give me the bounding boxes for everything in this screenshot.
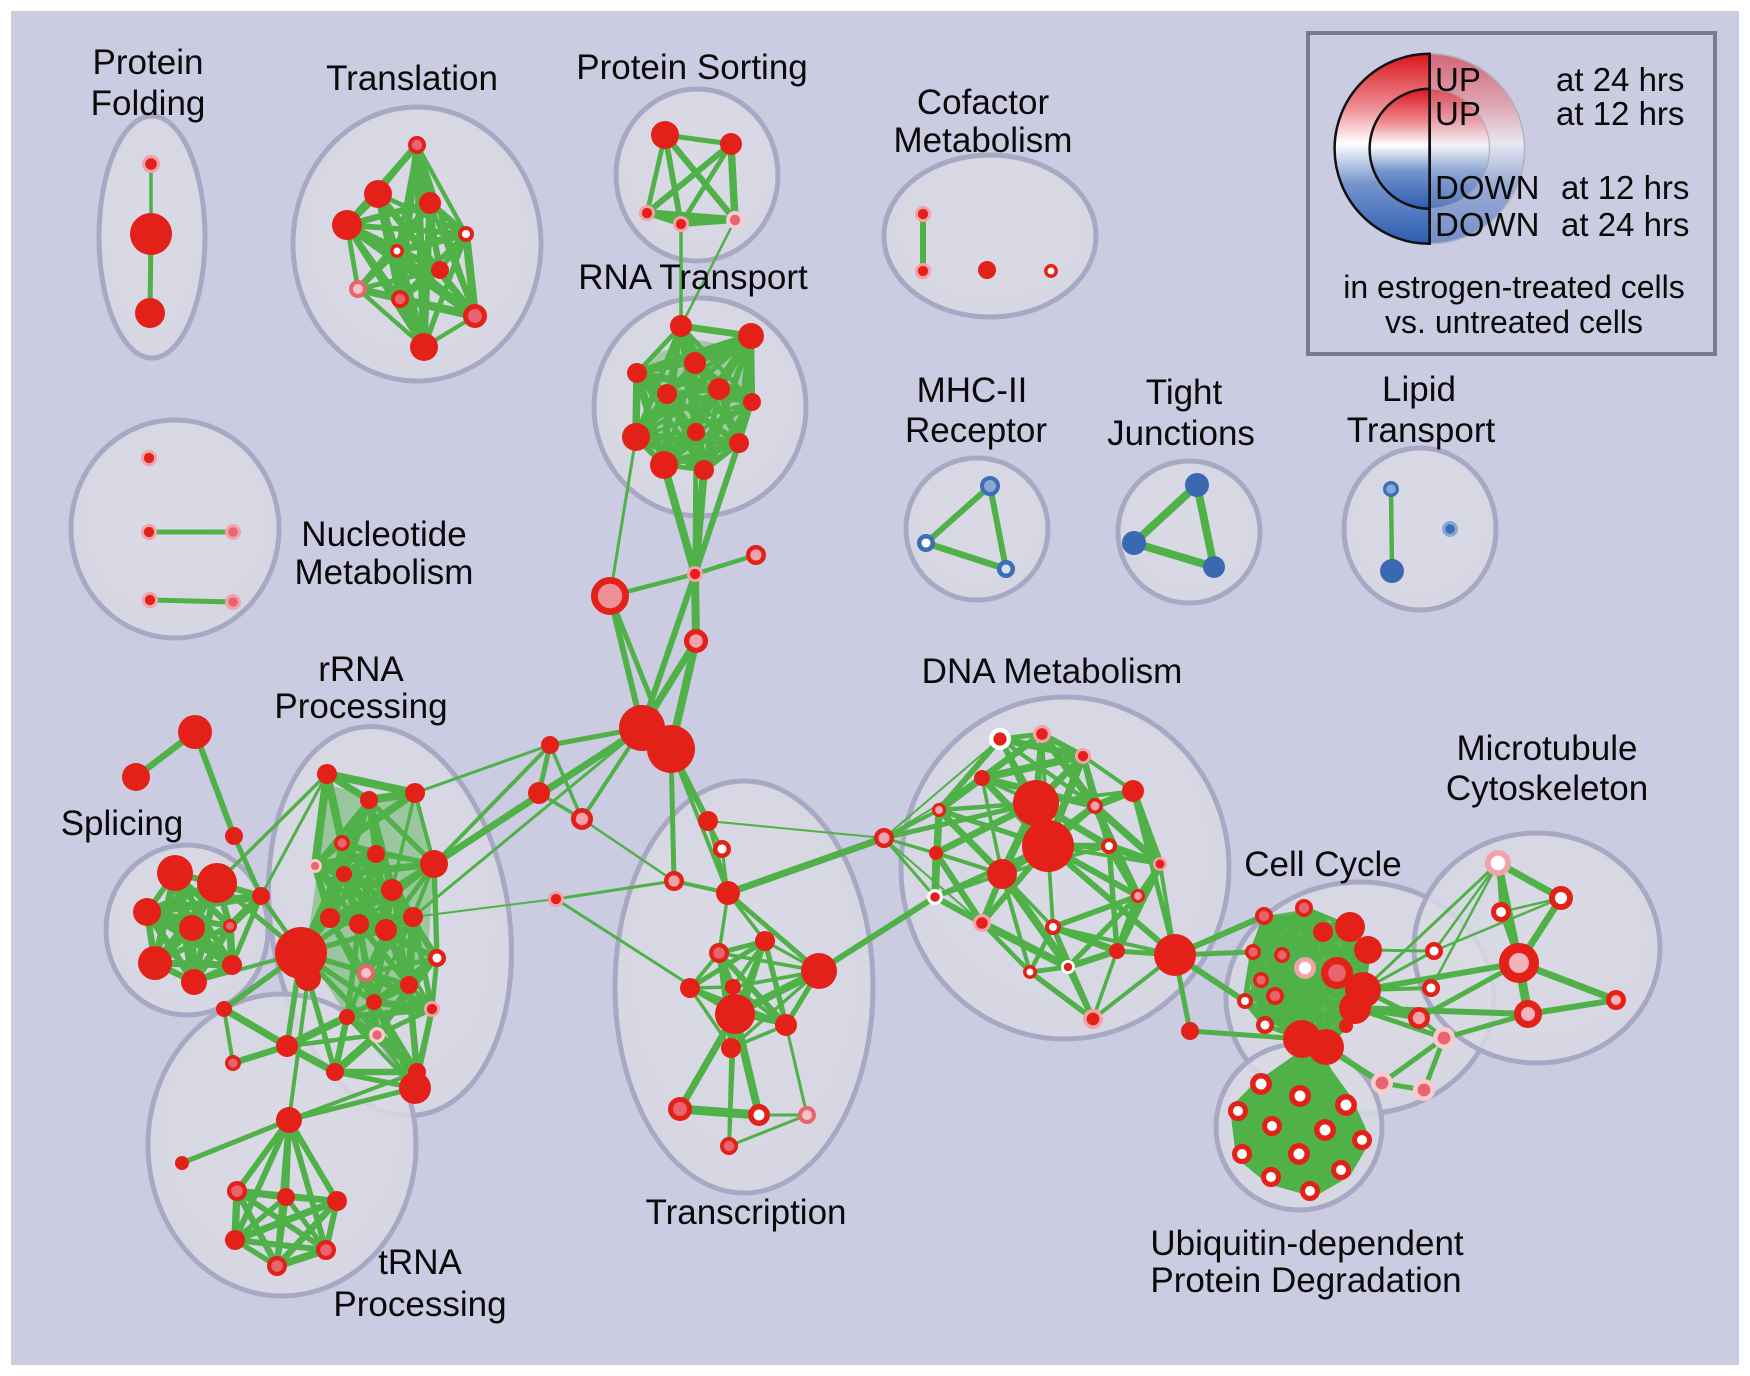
svg-text:Junctions: Junctions — [1107, 414, 1255, 453]
svg-text:Metabolism: Metabolism — [894, 121, 1073, 160]
svg-text:Microtubule: Microtubule — [1457, 729, 1638, 768]
svg-text:RNA Transport: RNA Transport — [578, 258, 808, 297]
svg-text:Cytoskeleton: Cytoskeleton — [1446, 769, 1648, 808]
svg-text:vs. untreated cells: vs. untreated cells — [1385, 304, 1643, 340]
svg-text:Lipid: Lipid — [1382, 370, 1456, 409]
svg-text:Nucleotide: Nucleotide — [301, 515, 466, 554]
svg-text:Receptor: Receptor — [905, 411, 1047, 450]
svg-text:DOWN: DOWN — [1435, 169, 1539, 206]
svg-text:at 24 hrs: at 24 hrs — [1561, 206, 1689, 243]
svg-text:tRNA: tRNA — [378, 1243, 462, 1282]
svg-text:Protein Degradation: Protein Degradation — [1150, 1261, 1461, 1300]
svg-text:Protein Sorting: Protein Sorting — [576, 48, 808, 87]
svg-text:DNA Metabolism: DNA Metabolism — [922, 652, 1183, 691]
svg-text:DOWN: DOWN — [1435, 206, 1539, 243]
svg-text:at 12 hrs: at 12 hrs — [1561, 169, 1689, 206]
svg-text:at 24 hrs: at 24 hrs — [1556, 61, 1684, 98]
svg-text:Transcription: Transcription — [646, 1193, 847, 1232]
svg-text:UP: UP — [1435, 95, 1481, 132]
svg-text:Metabolism: Metabolism — [295, 553, 474, 592]
svg-text:Processing: Processing — [274, 687, 447, 726]
svg-text:Protein: Protein — [93, 43, 204, 82]
svg-text:Processing: Processing — [333, 1285, 506, 1324]
svg-text:Folding: Folding — [91, 84, 206, 123]
svg-text:Ubiquitin-dependent: Ubiquitin-dependent — [1150, 1224, 1464, 1263]
svg-text:Cofactor: Cofactor — [917, 83, 1050, 122]
svg-text:MHC-II: MHC-II — [917, 371, 1028, 410]
svg-text:Splicing: Splicing — [61, 804, 184, 843]
svg-text:in estrogen-treated cells: in estrogen-treated cells — [1343, 269, 1685, 305]
svg-text:UP: UP — [1435, 61, 1481, 98]
svg-text:at 12 hrs: at 12 hrs — [1556, 95, 1684, 132]
svg-text:Cell Cycle: Cell Cycle — [1244, 845, 1402, 884]
svg-text:Tight: Tight — [1146, 373, 1223, 412]
svg-text:Translation: Translation — [326, 59, 498, 98]
svg-text:Transport: Transport — [1347, 411, 1496, 450]
svg-text:rRNA: rRNA — [318, 650, 404, 689]
